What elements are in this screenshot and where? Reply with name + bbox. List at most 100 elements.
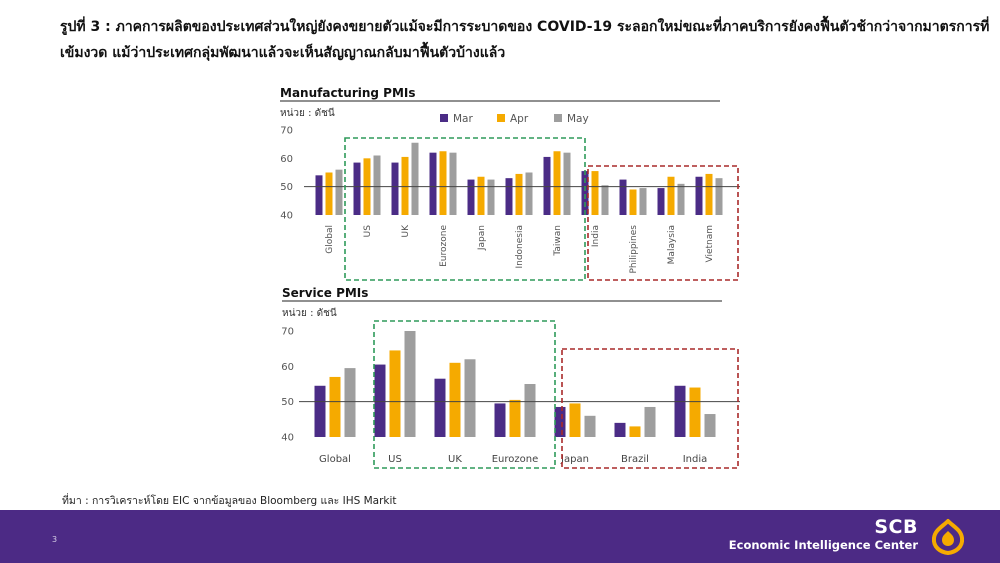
bar-eurozone-may — [524, 384, 536, 437]
bar-vietnam-apr — [705, 173, 713, 215]
x-tick-label: India — [683, 454, 708, 465]
bar-vietnam-may — [715, 178, 723, 215]
bar-malaysia-mar — [657, 188, 665, 215]
bar-japan-may — [487, 179, 495, 215]
unit-label: หน่วย : ดัชนี — [282, 307, 337, 319]
legend: Mar Apr May — [440, 113, 589, 125]
bar-vietnam-mar — [695, 176, 703, 215]
bar-eurozone-apr — [509, 399, 521, 437]
bar-global-apr — [329, 376, 341, 437]
highlight-box-green — [373, 320, 556, 469]
bar-eurozone-mar — [429, 152, 437, 215]
brand-name: SCB — [874, 516, 918, 538]
chart-title: Manufacturing PMIs — [280, 86, 416, 100]
x-tick-label: Taiwan — [553, 225, 563, 257]
highlight-box-red — [561, 348, 739, 469]
legend-label-may: May — [567, 113, 589, 125]
bar-uk-may — [411, 142, 419, 215]
x-tick-label: UK — [401, 224, 411, 238]
bar-uk-apr — [401, 156, 409, 215]
x-tick-label: Japan — [560, 454, 589, 465]
bar-brazil-mar — [614, 422, 626, 437]
x-tick-label: Global — [319, 454, 351, 465]
x-tick-label: Global — [325, 225, 335, 254]
bar-uk-may — [464, 359, 476, 437]
slide-title: รูปที่ 3 : ภาคการผลิตของประเทศส่วนใหญ่ยั… — [60, 14, 990, 66]
y-tick-label: 40 — [281, 433, 294, 444]
bar-japan-may — [584, 415, 596, 437]
x-tick-label: US — [363, 225, 373, 238]
bar-indonesia-mar — [505, 178, 513, 215]
source-note: ที่มา : การวิเคราะห์โดย EIC จากข้อมูลของ… — [62, 495, 397, 507]
bar-us-mar — [353, 162, 361, 215]
bar-malaysia-apr — [667, 176, 675, 215]
bar-india-mar — [581, 171, 589, 215]
bar-japan-apr — [477, 176, 485, 215]
x-tick-label: Vietnam — [705, 225, 715, 263]
y-tick-label: 60 — [280, 154, 293, 165]
bar-india-mar — [674, 385, 686, 437]
x-tick-label: Eurozone — [439, 225, 449, 267]
scb-shield-icon — [931, 519, 965, 555]
bar-uk-mar — [434, 378, 446, 437]
bar-global-mar — [314, 385, 326, 437]
brand-subtitle: Economic Intelligence Center — [728, 538, 918, 552]
bar-eurozone-apr — [439, 151, 447, 215]
chart-title: Service PMIs — [282, 286, 368, 300]
bar-us-may — [373, 155, 381, 215]
y-tick-label: 50 — [280, 182, 293, 193]
bar-brazil-may — [644, 406, 656, 437]
bar-india-may — [601, 185, 609, 215]
legend-swatch-mar — [440, 114, 448, 122]
bar-taiwan-may — [563, 152, 571, 215]
x-tick-label: Indonesia — [515, 225, 525, 269]
y-tick-label: 50 — [281, 397, 294, 408]
bar-global-mar — [315, 175, 323, 215]
bar-global-may — [344, 368, 356, 437]
bar-indonesia-may — [525, 172, 533, 215]
bars — [315, 142, 723, 215]
bar-japan-mar — [554, 406, 566, 437]
slide-title-line-1: รูปที่ 3 : ภาคการผลิตของประเทศส่วนใหญ่ยั… — [60, 19, 990, 35]
x-tick-label: Malaysia — [667, 225, 677, 264]
bar-brazil-apr — [629, 426, 641, 437]
bars — [314, 331, 716, 437]
slide-title-line-2: เข้มงวด แม้ว่าประเทศกลุ่มพัฒนาแล้วจะเห็น… — [60, 45, 506, 61]
bar-india-apr — [591, 171, 599, 215]
bar-philippines-may — [639, 188, 647, 215]
x-tick-label: UK — [448, 454, 462, 465]
y-tick-label: 70 — [280, 126, 293, 137]
bar-philippines-mar — [619, 179, 627, 215]
bar-uk-apr — [449, 362, 461, 437]
x-tick-label: Eurozone — [492, 454, 539, 465]
bar-us-apr — [389, 350, 401, 437]
x-tick-label: India — [591, 225, 601, 247]
bar-eurozone-may — [449, 152, 457, 215]
x-tick-label: Japan — [477, 225, 487, 251]
unit-label: หน่วย : ดัชนี — [280, 107, 335, 119]
y-tick-label: 60 — [281, 362, 294, 373]
bar-india-may — [704, 414, 716, 437]
bar-uk-mar — [391, 162, 399, 215]
bar-global-apr — [325, 172, 333, 215]
legend-label-mar: Mar — [453, 113, 473, 125]
bar-global-may — [335, 169, 343, 215]
bar-indonesia-apr — [515, 173, 523, 215]
highlight-box-green — [344, 137, 586, 281]
chart-manufacturing-pmis: Manufacturing PMIs หน่วย : ดัชนี 40 50 60 70 G… — [280, 86, 740, 281]
legend-swatch-may — [554, 114, 562, 122]
bar-india-apr — [689, 387, 701, 437]
chart-service-pmis: Service PMIs หน่วย : ดัชนี 40 50 60 70 Global U… — [281, 286, 740, 469]
bar-us-mar — [374, 364, 386, 437]
legend-label-apr: Apr — [510, 113, 529, 125]
y-tick-label: 40 — [280, 211, 293, 222]
brand-block: SCB Economic Intelligence Center — [729, 516, 918, 553]
bar-philippines-apr — [629, 189, 637, 215]
x-tick-label: US — [388, 454, 402, 465]
bar-us-may — [404, 331, 416, 437]
footer-bar: 3 SCB Economic Intelligence Center — [0, 510, 1000, 563]
x-tick-label: Brazil — [621, 454, 649, 465]
bar-taiwan-apr — [553, 151, 561, 215]
bar-eurozone-mar — [494, 403, 506, 437]
